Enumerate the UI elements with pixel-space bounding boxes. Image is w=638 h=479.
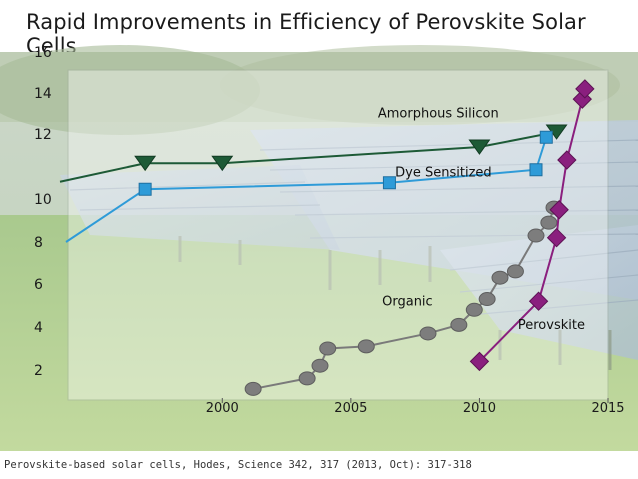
background-photo (0, 45, 638, 454)
data-point-perovskite (546, 227, 567, 248)
data-point-amorphous-silicon (468, 139, 491, 155)
y-axis-ticks: 2 4 6 8 10 12 14 16 (34, 45, 52, 379)
data-point-organic (506, 264, 524, 279)
data-point-organic (311, 358, 329, 373)
y-tick-label: 4 (34, 320, 43, 336)
data-point-organic (540, 215, 558, 230)
series-label-perovskite: Perovskite (518, 318, 585, 333)
series-layer (59, 79, 595, 396)
data-point-perovskite (557, 150, 577, 170)
series-label-dye-sensitized: Dye Sensitized (395, 165, 492, 180)
data-point-perovskite (575, 79, 595, 99)
data-point-organic (491, 270, 509, 285)
data-point-organic (478, 292, 496, 307)
series-organic (244, 200, 563, 396)
data-point-organic (244, 381, 262, 396)
y-tick-label: 10 (34, 192, 52, 208)
series-perovskite (469, 79, 595, 372)
x-tick-label: 2005 (334, 401, 367, 416)
data-point-organic (298, 371, 316, 386)
data-point-dye-sensitized (539, 130, 553, 144)
x-tick-label: 2015 (591, 401, 624, 416)
data-point-perovskite (549, 200, 569, 220)
citation: Perovskite-based solar cells, Hodes, Sci… (0, 451, 638, 479)
x-axis-ticks: 2000 2005 2010 2015 (206, 398, 625, 416)
y-tick-label: 14 (34, 86, 52, 102)
series-label-amorphous-silicon: Amorphous Silicon (378, 107, 499, 122)
data-point-organic (527, 228, 545, 243)
series-label-organic: Organic (382, 295, 433, 310)
data-point-dye-sensitized (529, 163, 543, 177)
data-point-organic (419, 326, 437, 341)
data-point-amorphous-silicon (211, 155, 234, 172)
data-point-organic (450, 317, 468, 332)
data-point-dye-sensitized (138, 182, 152, 196)
data-point-amorphous-silicon (134, 155, 157, 172)
x-tick-label: 2000 (206, 401, 239, 416)
data-point-organic (319, 341, 337, 356)
y-tick-label: 16 (34, 45, 52, 61)
data-point-organic (465, 302, 483, 317)
y-tick-label: 8 (34, 235, 43, 251)
data-point-organic (357, 339, 375, 354)
slide-title: Rapid Improvements in Efficiency of Pero… (26, 10, 586, 58)
y-tick-label: 6 (34, 277, 43, 293)
y-tick-label: 2 (34, 363, 43, 379)
data-point-perovskite (469, 351, 490, 372)
y-tick-label: 12 (34, 127, 52, 143)
x-tick-label: 2010 (463, 401, 496, 416)
series-labels: Amorphous Silicon Dye Sensitized Organic Pe… (378, 107, 585, 334)
data-point-dye-sensitized (382, 176, 396, 190)
data-point-perovskite (528, 291, 549, 311)
series-dye-sensitized (65, 130, 553, 243)
